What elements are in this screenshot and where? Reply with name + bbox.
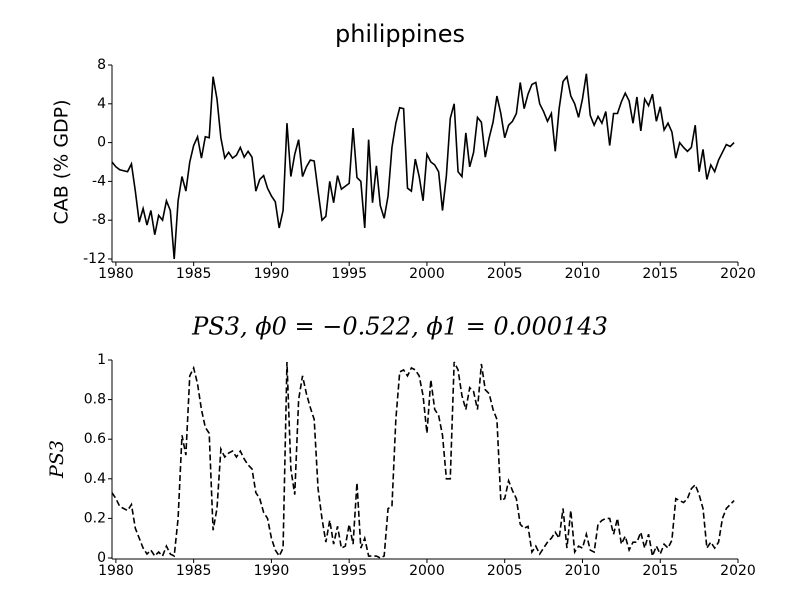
y-tick-label: 0.2 (84, 510, 106, 526)
y-tick-label: -8 (92, 212, 106, 228)
y-tick-label: 0.4 (84, 471, 106, 487)
y-tick-label: 0.6 (84, 431, 106, 447)
x-tick-label: 2010 (565, 563, 601, 579)
data-line (111, 361, 735, 559)
data-line (111, 73, 735, 260)
y-tick-label: 0 (97, 550, 106, 566)
x-tick-label: 1980 (98, 563, 134, 579)
x-tick-label: 1985 (176, 266, 212, 282)
x-tick-label: 2005 (487, 266, 523, 282)
x-tick-label: 2005 (487, 563, 523, 579)
y-tick-label: 0 (97, 135, 106, 151)
x-tick-label: 1990 (254, 563, 290, 579)
x-tick-label: 1990 (254, 266, 290, 282)
x-tick-label: 2010 (565, 266, 601, 282)
chart-title: philippines (335, 20, 465, 48)
y-tick-label: 1 (97, 352, 106, 368)
x-tick-label: 1995 (331, 563, 367, 579)
x-tick-label: 1985 (176, 563, 212, 579)
y-tick-label: 0.8 (84, 392, 106, 408)
y-axis-label: CAB (% GDP) (51, 99, 73, 224)
y-tick-label: 8 (97, 57, 106, 73)
x-tick-label: 1995 (331, 266, 367, 282)
x-tick-label: 1980 (98, 266, 134, 282)
y-tick-label: -4 (92, 173, 106, 189)
x-tick-label: 2000 (409, 563, 445, 579)
x-tick-label: 2015 (642, 266, 678, 282)
y-tick-label: 4 (97, 96, 106, 112)
x-tick-label: 2020 (720, 266, 756, 282)
x-tick-label: 2015 (642, 563, 678, 579)
x-tick-label: 2020 (720, 563, 756, 579)
y-axis-label: PS3 (46, 440, 68, 479)
y-tick-label: -12 (83, 251, 106, 267)
x-tick-label: 2000 (409, 266, 445, 282)
chart-title: PS3, ϕ0 = −0.522, ϕ1 = 0.000143 (191, 313, 608, 341)
